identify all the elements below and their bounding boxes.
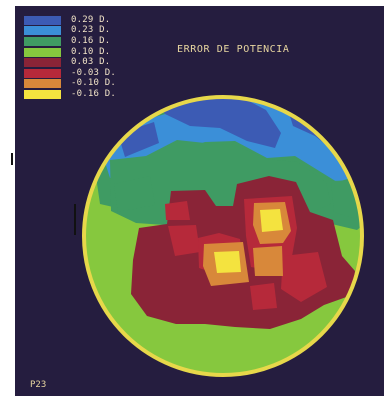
legend-row-6: -0.03 D. bbox=[24, 68, 134, 79]
power-error-map-screen: 0.29 D. 0.23 D. 0.16 D. 0.10 D. 0.03 D. … bbox=[15, 6, 384, 396]
left-tick-mark-small bbox=[11, 153, 13, 165]
legend-row-4: 0.10 D. bbox=[24, 47, 134, 58]
left-green-patch bbox=[114, 176, 155, 212]
legend-swatch-2 bbox=[24, 26, 61, 36]
legend-row-7: -0.10 D. bbox=[24, 79, 134, 90]
right-green-patch bbox=[331, 180, 358, 219]
red-warm-block-1 bbox=[165, 201, 190, 220]
legend-row-1: 0.29 D. bbox=[24, 15, 134, 26]
legend-row-8: -0.16 D. bbox=[24, 89, 134, 100]
top-deep-blue-region bbox=[155, 98, 281, 148]
legend-label-3: 0.16 D. bbox=[71, 35, 111, 46]
map-title: ERROR DE POTENCIA bbox=[177, 44, 290, 55]
red-warm-block-5 bbox=[281, 252, 327, 302]
legend-label-1: 0.29 D. bbox=[71, 14, 111, 25]
legend-label-2: 0.23 D. bbox=[71, 25, 111, 36]
red-warm-block-6 bbox=[250, 283, 277, 310]
legend-swatch-4 bbox=[24, 47, 61, 57]
orange-peak-right bbox=[253, 246, 283, 276]
left-tick-mark-large bbox=[74, 204, 76, 235]
footer-code: P23 bbox=[30, 380, 47, 390]
legend-row-3: 0.16 D. bbox=[24, 36, 134, 47]
lens-outline bbox=[82, 95, 364, 377]
legend-swatch-1 bbox=[24, 15, 61, 25]
legend-swatch-6 bbox=[24, 68, 61, 78]
legend-swatch-3 bbox=[24, 36, 61, 46]
legend-swatch-5 bbox=[24, 58, 61, 68]
legend-swatch-8 bbox=[24, 89, 61, 99]
color-legend: 0.29 D. 0.23 D. 0.16 D. 0.10 D. 0.03 D. … bbox=[24, 15, 134, 100]
legend-row-2: 0.23 D. bbox=[24, 26, 134, 37]
legend-row-5: 0.03 D. bbox=[24, 57, 134, 68]
yellow-peak-top bbox=[260, 209, 283, 232]
legend-label-5: 0.03 D. bbox=[71, 57, 111, 68]
yellow-peak-center bbox=[214, 251, 241, 273]
lens-heatmap bbox=[84, 97, 362, 375]
red-warm-block-2 bbox=[168, 225, 200, 256]
top-dark-notch bbox=[173, 97, 193, 99]
legend-label-6: -0.03 D. bbox=[71, 67, 116, 78]
legend-label-8: -0.16 D. bbox=[71, 88, 116, 99]
legend-label-4: 0.10 D. bbox=[71, 46, 111, 57]
legend-swatch-7 bbox=[24, 79, 61, 89]
power-error-map bbox=[82, 95, 364, 377]
legend-label-7: -0.10 D. bbox=[71, 78, 116, 89]
